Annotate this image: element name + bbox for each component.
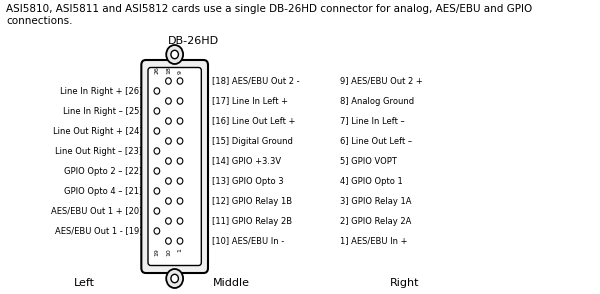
- Text: 6] Line Out Left –: 6] Line Out Left –: [340, 136, 412, 146]
- Text: [15] Digital Ground: [15] Digital Ground: [212, 136, 292, 146]
- FancyBboxPatch shape: [142, 60, 208, 273]
- Text: 19: 19: [154, 248, 160, 256]
- Text: ASI5810, ASI5811 and ASI5812 cards use a single DB-26HD connector for analog, AE: ASI5810, ASI5811 and ASI5812 cards use a…: [6, 4, 532, 26]
- Circle shape: [154, 128, 160, 134]
- Text: 18: 18: [166, 66, 171, 74]
- Text: Line Out Right + [24]: Line Out Right + [24]: [53, 126, 142, 136]
- Circle shape: [177, 78, 183, 84]
- Circle shape: [166, 218, 171, 224]
- Circle shape: [166, 158, 171, 164]
- Circle shape: [154, 88, 160, 94]
- Text: [10] AES/EBU In -: [10] AES/EBU In -: [212, 236, 284, 245]
- Text: 3] GPIO Relay 1A: 3] GPIO Relay 1A: [340, 196, 411, 206]
- Text: 2] GPIO Relay 2A: 2] GPIO Relay 2A: [340, 216, 411, 225]
- Text: Left: Left: [74, 278, 95, 288]
- Text: 1] AES/EBU In +: 1] AES/EBU In +: [340, 236, 407, 245]
- FancyBboxPatch shape: [148, 68, 202, 265]
- Text: [17] Line In Left +: [17] Line In Left +: [212, 96, 287, 106]
- Text: DB-26HD: DB-26HD: [168, 36, 220, 46]
- Text: [12] GPIO Relay 1B: [12] GPIO Relay 1B: [212, 196, 292, 206]
- Circle shape: [166, 78, 171, 84]
- Text: AES/EBU Out 1 - [19]: AES/EBU Out 1 - [19]: [55, 226, 142, 235]
- Text: 9] AES/EBU Out 2 +: 9] AES/EBU Out 2 +: [340, 76, 422, 86]
- Circle shape: [166, 269, 183, 288]
- Text: 10: 10: [166, 248, 171, 256]
- Circle shape: [154, 228, 160, 234]
- Text: Line Out Right – [23]: Line Out Right – [23]: [55, 146, 142, 156]
- Circle shape: [154, 208, 160, 214]
- Circle shape: [166, 138, 171, 144]
- Text: [13] GPIO Opto 3: [13] GPIO Opto 3: [212, 176, 283, 186]
- Text: [16] Line Out Left +: [16] Line Out Left +: [212, 116, 295, 126]
- Text: 5] GPIO VOPT: 5] GPIO VOPT: [340, 156, 397, 166]
- Text: 9: 9: [178, 70, 182, 74]
- Text: GPIO Opto 4 – [21]: GPIO Opto 4 – [21]: [64, 186, 142, 196]
- Circle shape: [166, 45, 183, 64]
- Text: [18] AES/EBU Out 2 -: [18] AES/EBU Out 2 -: [212, 76, 299, 86]
- Text: 26: 26: [154, 66, 160, 74]
- Circle shape: [177, 118, 183, 124]
- Text: [11] GPIO Relay 2B: [11] GPIO Relay 2B: [212, 216, 292, 225]
- Text: [14] GPIO +3.3V: [14] GPIO +3.3V: [212, 156, 281, 166]
- Circle shape: [166, 198, 171, 204]
- Text: 7] Line In Left –: 7] Line In Left –: [340, 116, 404, 126]
- Circle shape: [154, 148, 160, 154]
- Text: GPIO Opto 2 – [22]: GPIO Opto 2 – [22]: [64, 166, 142, 176]
- Circle shape: [177, 98, 183, 104]
- Circle shape: [166, 178, 171, 184]
- Circle shape: [171, 274, 178, 283]
- Circle shape: [166, 118, 171, 124]
- Circle shape: [177, 158, 183, 164]
- Text: 8] Analog Ground: 8] Analog Ground: [340, 96, 413, 106]
- Circle shape: [177, 178, 183, 184]
- Text: Line In Right + [26]: Line In Right + [26]: [60, 86, 142, 96]
- Text: 1: 1: [178, 248, 182, 252]
- Circle shape: [171, 50, 178, 59]
- Circle shape: [177, 218, 183, 224]
- Circle shape: [177, 138, 183, 144]
- Circle shape: [166, 98, 171, 104]
- Text: 4] GPIO Opto 1: 4] GPIO Opto 1: [340, 176, 403, 186]
- Circle shape: [177, 238, 183, 244]
- Text: Right: Right: [389, 278, 419, 288]
- Circle shape: [154, 108, 160, 114]
- Circle shape: [166, 238, 171, 244]
- Text: AES/EBU Out 1 + [20]: AES/EBU Out 1 + [20]: [51, 206, 142, 216]
- Circle shape: [177, 198, 183, 204]
- Circle shape: [154, 188, 160, 194]
- Circle shape: [154, 168, 160, 174]
- Text: Middle: Middle: [212, 278, 250, 288]
- Text: Line In Right – [25]: Line In Right – [25]: [62, 106, 142, 116]
